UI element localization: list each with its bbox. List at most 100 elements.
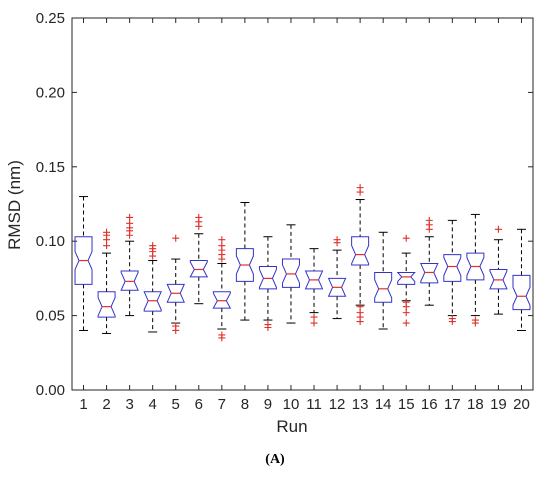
outlier-marker	[126, 219, 134, 227]
x-tick-label: 13	[352, 396, 369, 413]
x-tick-label: 14	[375, 396, 392, 413]
outlier-marker	[195, 213, 203, 221]
x-tick-label: 2	[102, 396, 110, 413]
x-tick-label: 7	[218, 396, 226, 413]
box	[143, 291, 162, 312]
x-tick-label: 18	[467, 396, 484, 413]
box	[512, 274, 531, 311]
outlier-marker	[103, 228, 111, 236]
x-tick-label: 3	[125, 396, 133, 413]
box-run-12	[327, 236, 347, 320]
box	[374, 271, 393, 303]
outlier-marker	[402, 234, 410, 242]
x-tick-label: 15	[398, 396, 415, 413]
box-run-15	[396, 234, 416, 327]
outlier-marker	[264, 321, 272, 329]
box-run-11	[304, 248, 324, 327]
outlier-marker	[356, 309, 364, 317]
x-axis: 1 2 3 4 5 6 7 8 9 10 11 12 13 14 15 16 17 18 19 20	[79, 18, 530, 413]
y-axis-title: RMSD (nm)	[5, 160, 24, 250]
outlier-marker	[310, 313, 318, 321]
box	[489, 268, 508, 290]
outlier-marker	[149, 242, 157, 250]
x-tick-label: 10	[283, 396, 300, 413]
x-tick-label: 1	[79, 396, 87, 413]
x-tick-label: 5	[172, 396, 180, 413]
x-tick-label: 12	[329, 396, 346, 413]
box	[443, 254, 462, 282]
y-tick-label: 0.05	[36, 308, 65, 325]
box-run-13	[351, 184, 370, 326]
box-run-8	[235, 202, 254, 321]
plot-frame	[71, 17, 534, 391]
box-run-17	[443, 219, 462, 326]
outlier-marker	[172, 234, 180, 242]
panel-label: (A)	[265, 452, 285, 467]
box-run-5	[166, 234, 186, 334]
outlier-marker	[310, 319, 318, 327]
y-tick-label: 0.00	[36, 382, 65, 399]
outlier-marker	[402, 319, 410, 327]
box	[189, 260, 209, 278]
x-tick-label: 17	[444, 396, 461, 413]
x-tick-label: 11	[306, 396, 322, 413]
outlier-marker	[218, 331, 226, 339]
plot-border	[71, 17, 534, 391]
x-tick-label: 4	[149, 396, 157, 413]
box	[281, 258, 300, 288]
outlier-marker	[356, 184, 364, 192]
x-tick-label: 6	[195, 396, 203, 413]
outlier-marker	[402, 309, 410, 317]
box	[212, 291, 232, 309]
outlier-marker	[103, 242, 111, 250]
x-tick-label: 16	[421, 396, 438, 413]
x-tick-label: 9	[264, 396, 272, 413]
y-tick-label: 0.25	[36, 10, 65, 27]
box	[466, 252, 485, 281]
box	[74, 236, 93, 285]
rmsd-boxplot-chart: 0.000.050.100.150.200.25 1 2 3 4 5 6 7 8 9 10 11 12…	[5, 10, 534, 436]
box	[97, 291, 116, 318]
x-axis-title: Run	[276, 417, 307, 436]
y-axis: 0.00 0.05 0.10 0.15 0.20 0.25	[36, 10, 533, 399]
box-run-7	[212, 236, 232, 342]
box	[258, 266, 277, 290]
x-tick-label: 19	[490, 396, 507, 413]
y-tick-label: 0.15	[36, 159, 65, 176]
x-tick-label: 20	[513, 396, 530, 413]
box-series	[74, 184, 531, 342]
box-run-4	[143, 242, 162, 333]
outlier-marker	[356, 303, 364, 311]
box-run-10	[281, 224, 300, 324]
box-run-20	[512, 228, 531, 331]
box-run-18	[466, 213, 485, 327]
box-run-9	[258, 236, 277, 332]
box-run-14	[374, 231, 393, 330]
outlier-marker	[471, 316, 479, 324]
outlier-marker	[218, 236, 226, 244]
y-tick-label: 0.20	[36, 84, 65, 101]
outlier-marker	[126, 213, 134, 221]
outlier-marker	[494, 225, 502, 233]
box	[304, 270, 324, 290]
y-tick-label: 0.10	[36, 233, 65, 250]
x-tick-label: 8	[241, 396, 249, 413]
box	[120, 270, 139, 291]
box	[351, 236, 370, 266]
outlier-marker	[425, 216, 433, 224]
outlier-marker	[218, 242, 226, 250]
outlier-marker	[402, 298, 410, 306]
box-run-1	[74, 196, 93, 331]
box	[420, 263, 439, 284]
box-run-6	[189, 213, 209, 305]
box-run-19	[489, 225, 508, 315]
outlier-marker	[333, 236, 341, 244]
box-run-3	[120, 213, 139, 317]
outlier-marker	[172, 322, 180, 330]
box	[235, 248, 254, 282]
box	[396, 271, 416, 285]
box	[327, 277, 347, 297]
box-run-2	[97, 228, 116, 334]
box-run-16	[420, 216, 439, 306]
outlier-marker	[448, 315, 456, 323]
